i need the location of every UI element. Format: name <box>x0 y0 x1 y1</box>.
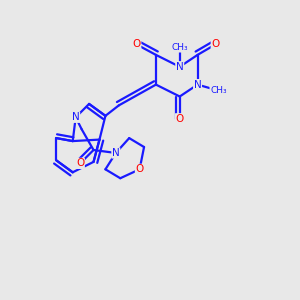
Text: O: O <box>133 40 141 50</box>
Text: N: N <box>176 62 184 72</box>
Text: N: N <box>112 148 120 158</box>
Text: N: N <box>72 112 80 122</box>
Text: O: O <box>176 114 184 124</box>
Text: O: O <box>76 158 84 168</box>
Text: O: O <box>136 164 144 174</box>
Text: N: N <box>194 80 201 90</box>
Text: O: O <box>211 40 220 50</box>
Text: CH₃: CH₃ <box>210 86 227 95</box>
Text: CH₃: CH₃ <box>171 43 188 52</box>
